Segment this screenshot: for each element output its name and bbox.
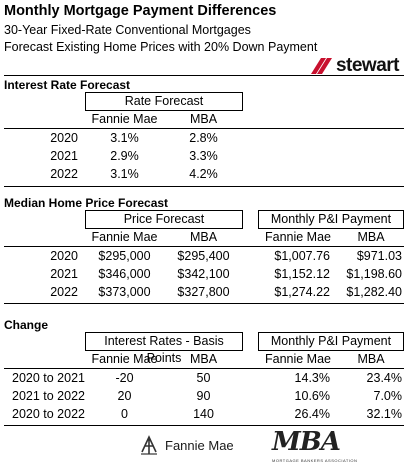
change-row-mba-payment: 23.4% — [366, 371, 402, 385]
change-row-fm-payment: 10.6% — [294, 389, 330, 403]
change-row-mba: 90 — [196, 389, 211, 403]
col-header-mba: MBA — [189, 112, 218, 126]
change-row-fm-payment: 14.3% — [294, 371, 330, 385]
change-row-mba: 140 — [193, 407, 214, 421]
price-row-mba-payment: $1,282.40 — [346, 285, 402, 299]
price-row-fm: $373,000 — [98, 285, 151, 299]
rate-row-fm: 2.9% — [110, 149, 139, 163]
rate-row-fm: 3.1% — [110, 167, 139, 181]
page-subtitle-2: Forecast Existing Home Prices with 20% D… — [4, 40, 318, 54]
price-row-fm-payment: $1,274.22 — [274, 285, 330, 299]
mba-logo-text: MBA — [272, 427, 341, 457]
fannie-mae-mark-icon — [141, 435, 157, 455]
fannie-mae-logo: Fannie Mae — [138, 434, 234, 456]
rate-row-mba: 4.2% — [189, 167, 218, 181]
group-header-monthly-payment: Monthly P&I Payment — [258, 210, 404, 228]
price-row-fm-payment: $1,007.76 — [274, 249, 330, 263]
price-row-fm: $346,000 — [98, 267, 151, 281]
stewart-logo: stewart — [310, 55, 400, 77]
stewart-logo-text: stewart — [335, 55, 400, 76]
change-row-mba-payment: 32.1% — [366, 407, 402, 421]
price-row-mba: $295,400 — [177, 249, 230, 263]
change-row-fm: 0 — [121, 407, 128, 421]
change-row-fm-payment: 26.4% — [294, 407, 330, 421]
col-header-fannie-mae: Fannie Mae — [91, 112, 158, 126]
group-header-monthly-payment: Monthly P&I Payment — [258, 332, 404, 350]
change-row-mba: 50 — [196, 371, 211, 385]
price-row-year: 2020 — [50, 249, 78, 263]
price-row-fm-payment: $1,152.12 — [274, 267, 330, 281]
mba-logo: MBA MORTGAGE BANKERS ASSOCIATION — [272, 428, 357, 463]
col-header-mba: MBA — [189, 352, 218, 366]
col-header-mba: MBA — [189, 230, 218, 244]
section-title-rate: Interest Rate Forecast — [4, 78, 131, 92]
rate-row-year: 2022 — [50, 167, 78, 181]
page-title: Monthly Mortgage Payment Differences — [4, 3, 277, 19]
rate-row-fm: 3.1% — [110, 131, 139, 145]
mba-logo-subtext: MORTGAGE BANKERS ASSOCIATION — [272, 458, 358, 463]
price-row-year: 2021 — [50, 267, 78, 281]
stewart-mark-icon — [310, 58, 332, 74]
rate-row-mba: 2.8% — [189, 131, 218, 145]
col-header-fannie-mae-payment: Fannie Mae — [264, 230, 331, 244]
change-row-period: 2020 to 2021 — [12, 371, 85, 385]
col-header-mba-payment: MBA — [357, 230, 385, 244]
fannie-mae-logo-text: Fannie Mae — [165, 437, 234, 453]
change-row-fm: 20 — [117, 389, 132, 403]
change-row-period: 2020 to 2022 — [12, 407, 85, 421]
section-title-change: Change — [4, 318, 49, 332]
col-header-fannie-mae: Fannie Mae — [91, 230, 158, 244]
price-row-mba: $327,800 — [177, 285, 230, 299]
col-header-mba-payment: MBA — [357, 352, 385, 366]
header-divider — [4, 75, 404, 76]
price-row-fm: $295,000 — [98, 249, 151, 263]
group-header-basis-points: Interest Rates - Basis Points — [85, 332, 243, 365]
page-subtitle-1: 30-Year Fixed-Rate Conventional Mortgage… — [4, 23, 251, 37]
group-header-rate-forecast: Rate Forecast — [85, 92, 243, 110]
price-row-mba-payment: $971.03 — [356, 249, 402, 263]
change-row-mba-payment: 7.0% — [373, 389, 403, 403]
change-row-fm: -20 — [115, 371, 134, 385]
change-row-period: 2021 to 2022 — [12, 389, 85, 403]
group-header-price-forecast: Price Forecast — [85, 210, 243, 228]
rate-row-year: 2021 — [50, 149, 78, 163]
price-row-mba-payment: $1,198.60 — [346, 267, 402, 281]
price-row-year: 2022 — [50, 285, 78, 299]
col-header-fannie-mae-payment: Fannie Mae — [264, 352, 331, 366]
rate-row-year: 2020 — [50, 131, 78, 145]
col-header-fannie-mae: Fannie Mae — [91, 352, 158, 366]
section-title-price: Median Home Price Forecast — [4, 196, 169, 210]
rate-row-mba: 3.3% — [189, 149, 218, 163]
price-row-mba: $342,100 — [177, 267, 230, 281]
